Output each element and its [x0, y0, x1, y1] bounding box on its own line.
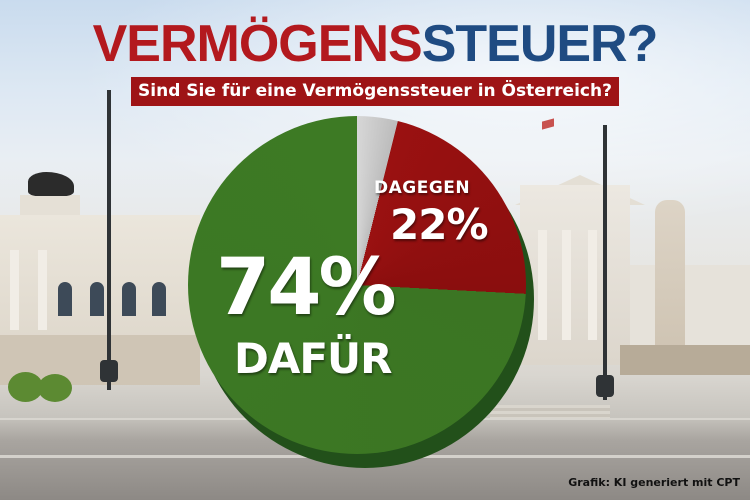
- parliament-right-wing: [630, 265, 750, 355]
- lamp-pole: [603, 125, 607, 400]
- dafur-label: DAFÜR: [234, 334, 393, 383]
- question-banner: Sind Sie für eine Vermögenssteuer in Öst…: [131, 77, 619, 106]
- column: [538, 230, 547, 340]
- title-part-blue: STEUER?: [421, 15, 659, 73]
- column: [562, 230, 571, 340]
- page-title: VERMÖGENSSTEUER?: [0, 14, 750, 74]
- lamp-pole-base: [596, 375, 614, 397]
- lamp-pole: [107, 90, 111, 390]
- dafur-value: 74%: [216, 243, 397, 333]
- athena-statue: [655, 200, 685, 350]
- window: [58, 282, 72, 316]
- pie-slices: [188, 116, 526, 454]
- lamp-pole-base: [100, 360, 118, 382]
- bush: [38, 374, 72, 402]
- window: [152, 282, 166, 316]
- dagegen-value: 22%: [390, 200, 489, 249]
- parliament-portico: [520, 185, 630, 365]
- window: [122, 282, 136, 316]
- window: [90, 282, 104, 316]
- pie-chart: DAGEGEN 22% 74% DAFÜR: [188, 116, 534, 468]
- dagegen-label: DAGEGEN: [374, 178, 471, 198]
- column: [10, 250, 19, 330]
- image-credit: Grafik: KI generiert mit CPT: [568, 476, 740, 489]
- fountain-base: [620, 345, 750, 375]
- bush: [8, 372, 43, 402]
- column: [588, 230, 597, 340]
- title-part-red: VERMÖGENS: [92, 15, 423, 73]
- quadriga-statue: [28, 172, 74, 196]
- column: [38, 250, 47, 330]
